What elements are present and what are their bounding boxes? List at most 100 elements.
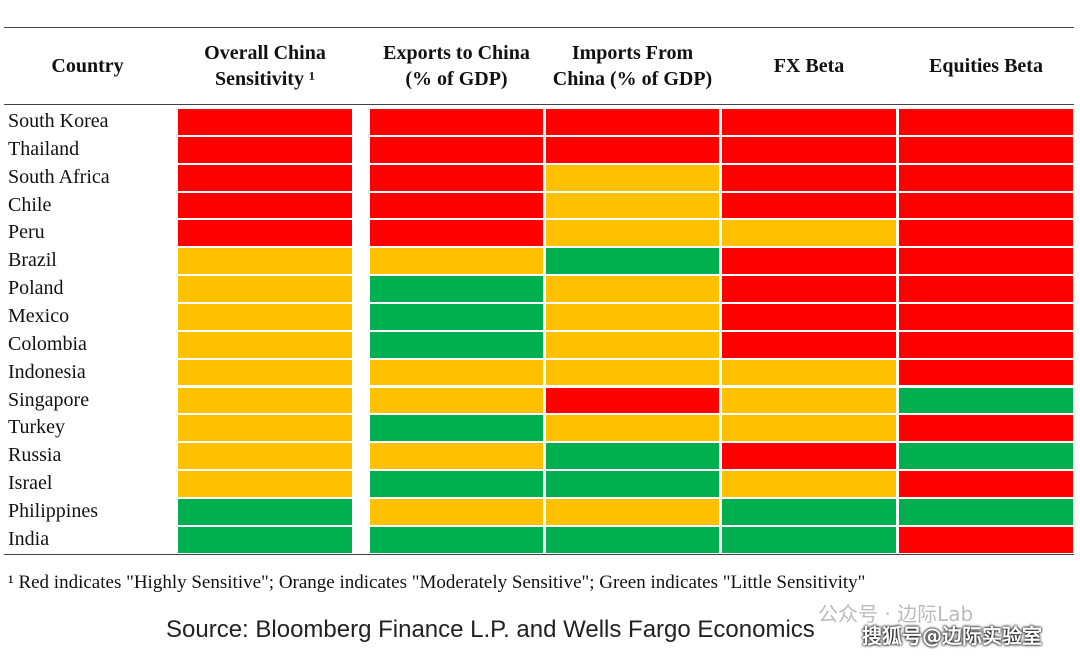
heat-cell <box>370 331 543 358</box>
heat-cell <box>546 303 719 330</box>
heat-cell <box>899 164 1073 191</box>
country-label: Turkey <box>8 416 66 439</box>
heat-cell <box>370 498 543 525</box>
heat-cell <box>899 359 1073 386</box>
heat-cell <box>899 220 1073 247</box>
heat-cell <box>546 220 719 247</box>
heat-cell <box>370 192 543 219</box>
column-header: Overall China Sensitivity ¹ <box>204 42 326 90</box>
column-header: Equities Beta <box>929 55 1043 77</box>
heat-cell <box>370 471 543 497</box>
source: Source: Bloomberg Finance L.P. and Wells… <box>166 616 815 643</box>
heat-cell <box>722 109 896 135</box>
country-label: Poland <box>8 277 64 300</box>
country-label: Israel <box>8 472 53 495</box>
heat-cell <box>722 415 896 442</box>
heat-cell <box>546 276 719 302</box>
heat-cell <box>546 498 719 525</box>
country-label: Peru <box>8 221 45 244</box>
heat-cell <box>722 192 896 219</box>
heat-cell <box>899 109 1073 135</box>
heat-cell <box>178 136 352 163</box>
heat-cell <box>722 136 896 163</box>
heat-cell <box>370 387 543 414</box>
heat-cell <box>370 303 543 330</box>
heat-cell <box>178 526 352 553</box>
watermark: 搜狐号@边际实验室 <box>862 624 1042 648</box>
heat-cell <box>546 192 719 219</box>
heat-cell <box>722 471 896 497</box>
heat-cell <box>178 443 352 470</box>
country-label: Colombia <box>8 332 87 355</box>
heat-cell <box>899 248 1073 275</box>
country-label: Philippines <box>8 499 99 522</box>
heat-cell <box>546 136 719 163</box>
heat-cell <box>370 164 543 191</box>
heat-cell <box>899 331 1073 358</box>
column-header: Imports From China (% of GDP) <box>552 42 713 90</box>
heat-cell <box>546 471 719 497</box>
heat-cell <box>370 220 543 247</box>
heat-cell <box>722 164 896 191</box>
rule <box>4 27 1074 28</box>
heat-cell <box>178 220 352 247</box>
heat-cell <box>899 415 1073 442</box>
country-label: South Korea <box>8 110 109 132</box>
heat-cell <box>178 164 352 191</box>
rule <box>4 104 1074 105</box>
country-label: Russia <box>8 444 62 467</box>
heat-cell <box>178 276 352 302</box>
country-label: Indonesia <box>8 360 86 383</box>
heat-cell <box>899 471 1073 497</box>
heat-cell <box>899 526 1073 553</box>
heat-cell <box>546 331 719 358</box>
heat-cell <box>546 248 719 275</box>
heat-cell <box>178 248 352 275</box>
heat-cell <box>370 276 543 302</box>
heat-cell <box>546 164 719 191</box>
heat-cell <box>546 526 719 553</box>
heat-cell <box>370 526 543 553</box>
heat-cell <box>722 248 896 275</box>
heat-cell <box>899 276 1073 302</box>
heat-cell <box>722 303 896 330</box>
heat-cell <box>178 109 352 135</box>
heat-cell <box>370 415 543 442</box>
heat-cell <box>722 331 896 358</box>
heat-cell <box>722 498 896 525</box>
country-label: Brazil <box>8 249 57 272</box>
heat-cell <box>178 498 352 525</box>
heat-cell <box>546 387 719 414</box>
country-label: Mexico <box>8 304 70 327</box>
country-label: Chile <box>8 193 52 216</box>
heat-cell <box>178 192 352 219</box>
heat-cell <box>370 109 543 135</box>
rule <box>4 554 1074 555</box>
heat-cell <box>722 220 896 247</box>
heat-cell <box>899 387 1073 414</box>
heat-cell <box>722 526 896 553</box>
heat-cell <box>178 471 352 497</box>
heat-cell <box>370 359 543 386</box>
heat-cell <box>899 443 1073 470</box>
heat-cell <box>178 303 352 330</box>
country-label: Thailand <box>8 137 80 160</box>
country-label: India <box>8 527 50 550</box>
heat-cell <box>546 359 719 386</box>
heat-cell <box>899 303 1073 330</box>
heat-cell <box>722 276 896 302</box>
heat-cell <box>546 443 719 470</box>
heat-cell <box>178 387 352 414</box>
heat-cell <box>370 443 543 470</box>
heat-cell <box>722 387 896 414</box>
heat-cell <box>722 443 896 470</box>
heat-cell <box>178 331 352 358</box>
column-header: FX Beta <box>773 55 845 77</box>
heat-cell <box>546 109 719 135</box>
heat-cell <box>899 192 1073 219</box>
country-label: South Africa <box>8 165 110 188</box>
column-header: Exports to China (% of GDP) <box>383 42 530 90</box>
heat-cell <box>370 248 543 275</box>
heat-cell <box>178 415 352 442</box>
